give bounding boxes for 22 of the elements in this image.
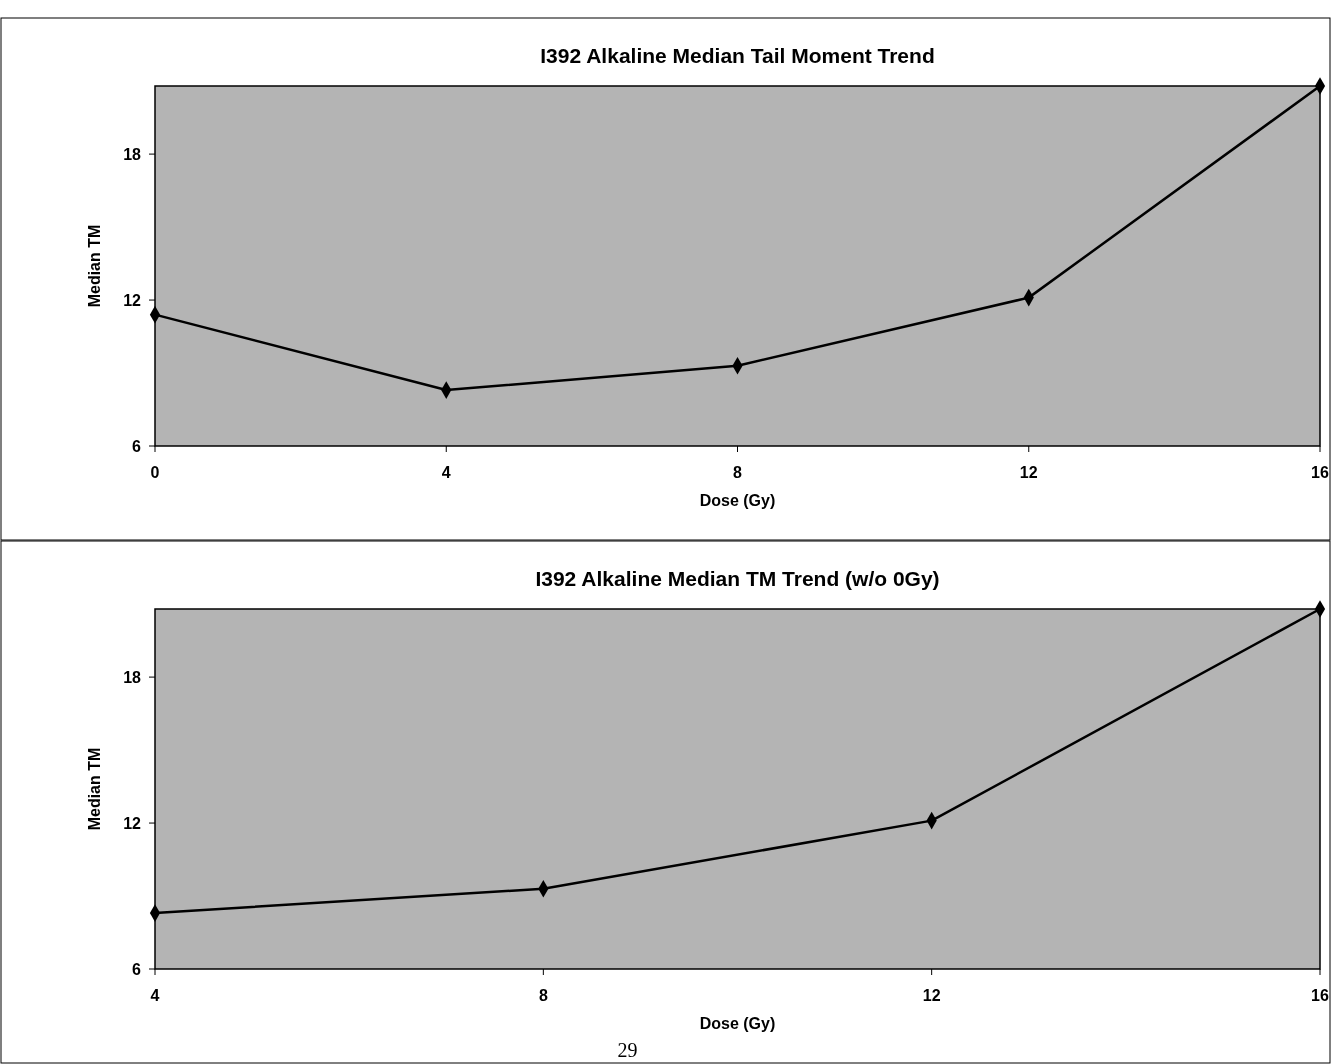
x-axis-title: Dose (Gy) <box>699 492 776 509</box>
x-tick-label: 0 <box>150 464 160 481</box>
x-tick-label: 8 <box>538 987 548 1004</box>
x-tick-label: 12 <box>1019 464 1038 481</box>
x-tick-label: 8 <box>733 464 743 481</box>
x-tick-label: 12 <box>922 987 941 1004</box>
y-tick-label: 6 <box>132 438 142 455</box>
x-tick-label: 4 <box>441 464 451 481</box>
y-tick-label: 12 <box>123 815 142 833</box>
x-axis-title: Dose (Gy) <box>699 1015 776 1032</box>
y-axis-title: Median TM <box>86 747 103 831</box>
y-axis-title: Median TM <box>86 224 103 308</box>
chart-title: I392 Alkaline Median Tail Moment Trend <box>540 44 935 67</box>
text: 29 <box>617 1039 638 1061</box>
y-tick-label: 6 <box>132 961 142 978</box>
y-tick-label: 18 <box>123 146 142 164</box>
x-tick-label: 16 <box>1311 987 1329 1004</box>
x-tick-label: 16 <box>1311 464 1329 481</box>
chart-title: I392 Alkaline Median TM Trend (w/o 0Gy) <box>535 567 940 590</box>
y-tick-label: 18 <box>123 669 142 687</box>
y-tick-label: 12 <box>123 292 142 310</box>
x-tick-label: 4 <box>150 987 160 1004</box>
